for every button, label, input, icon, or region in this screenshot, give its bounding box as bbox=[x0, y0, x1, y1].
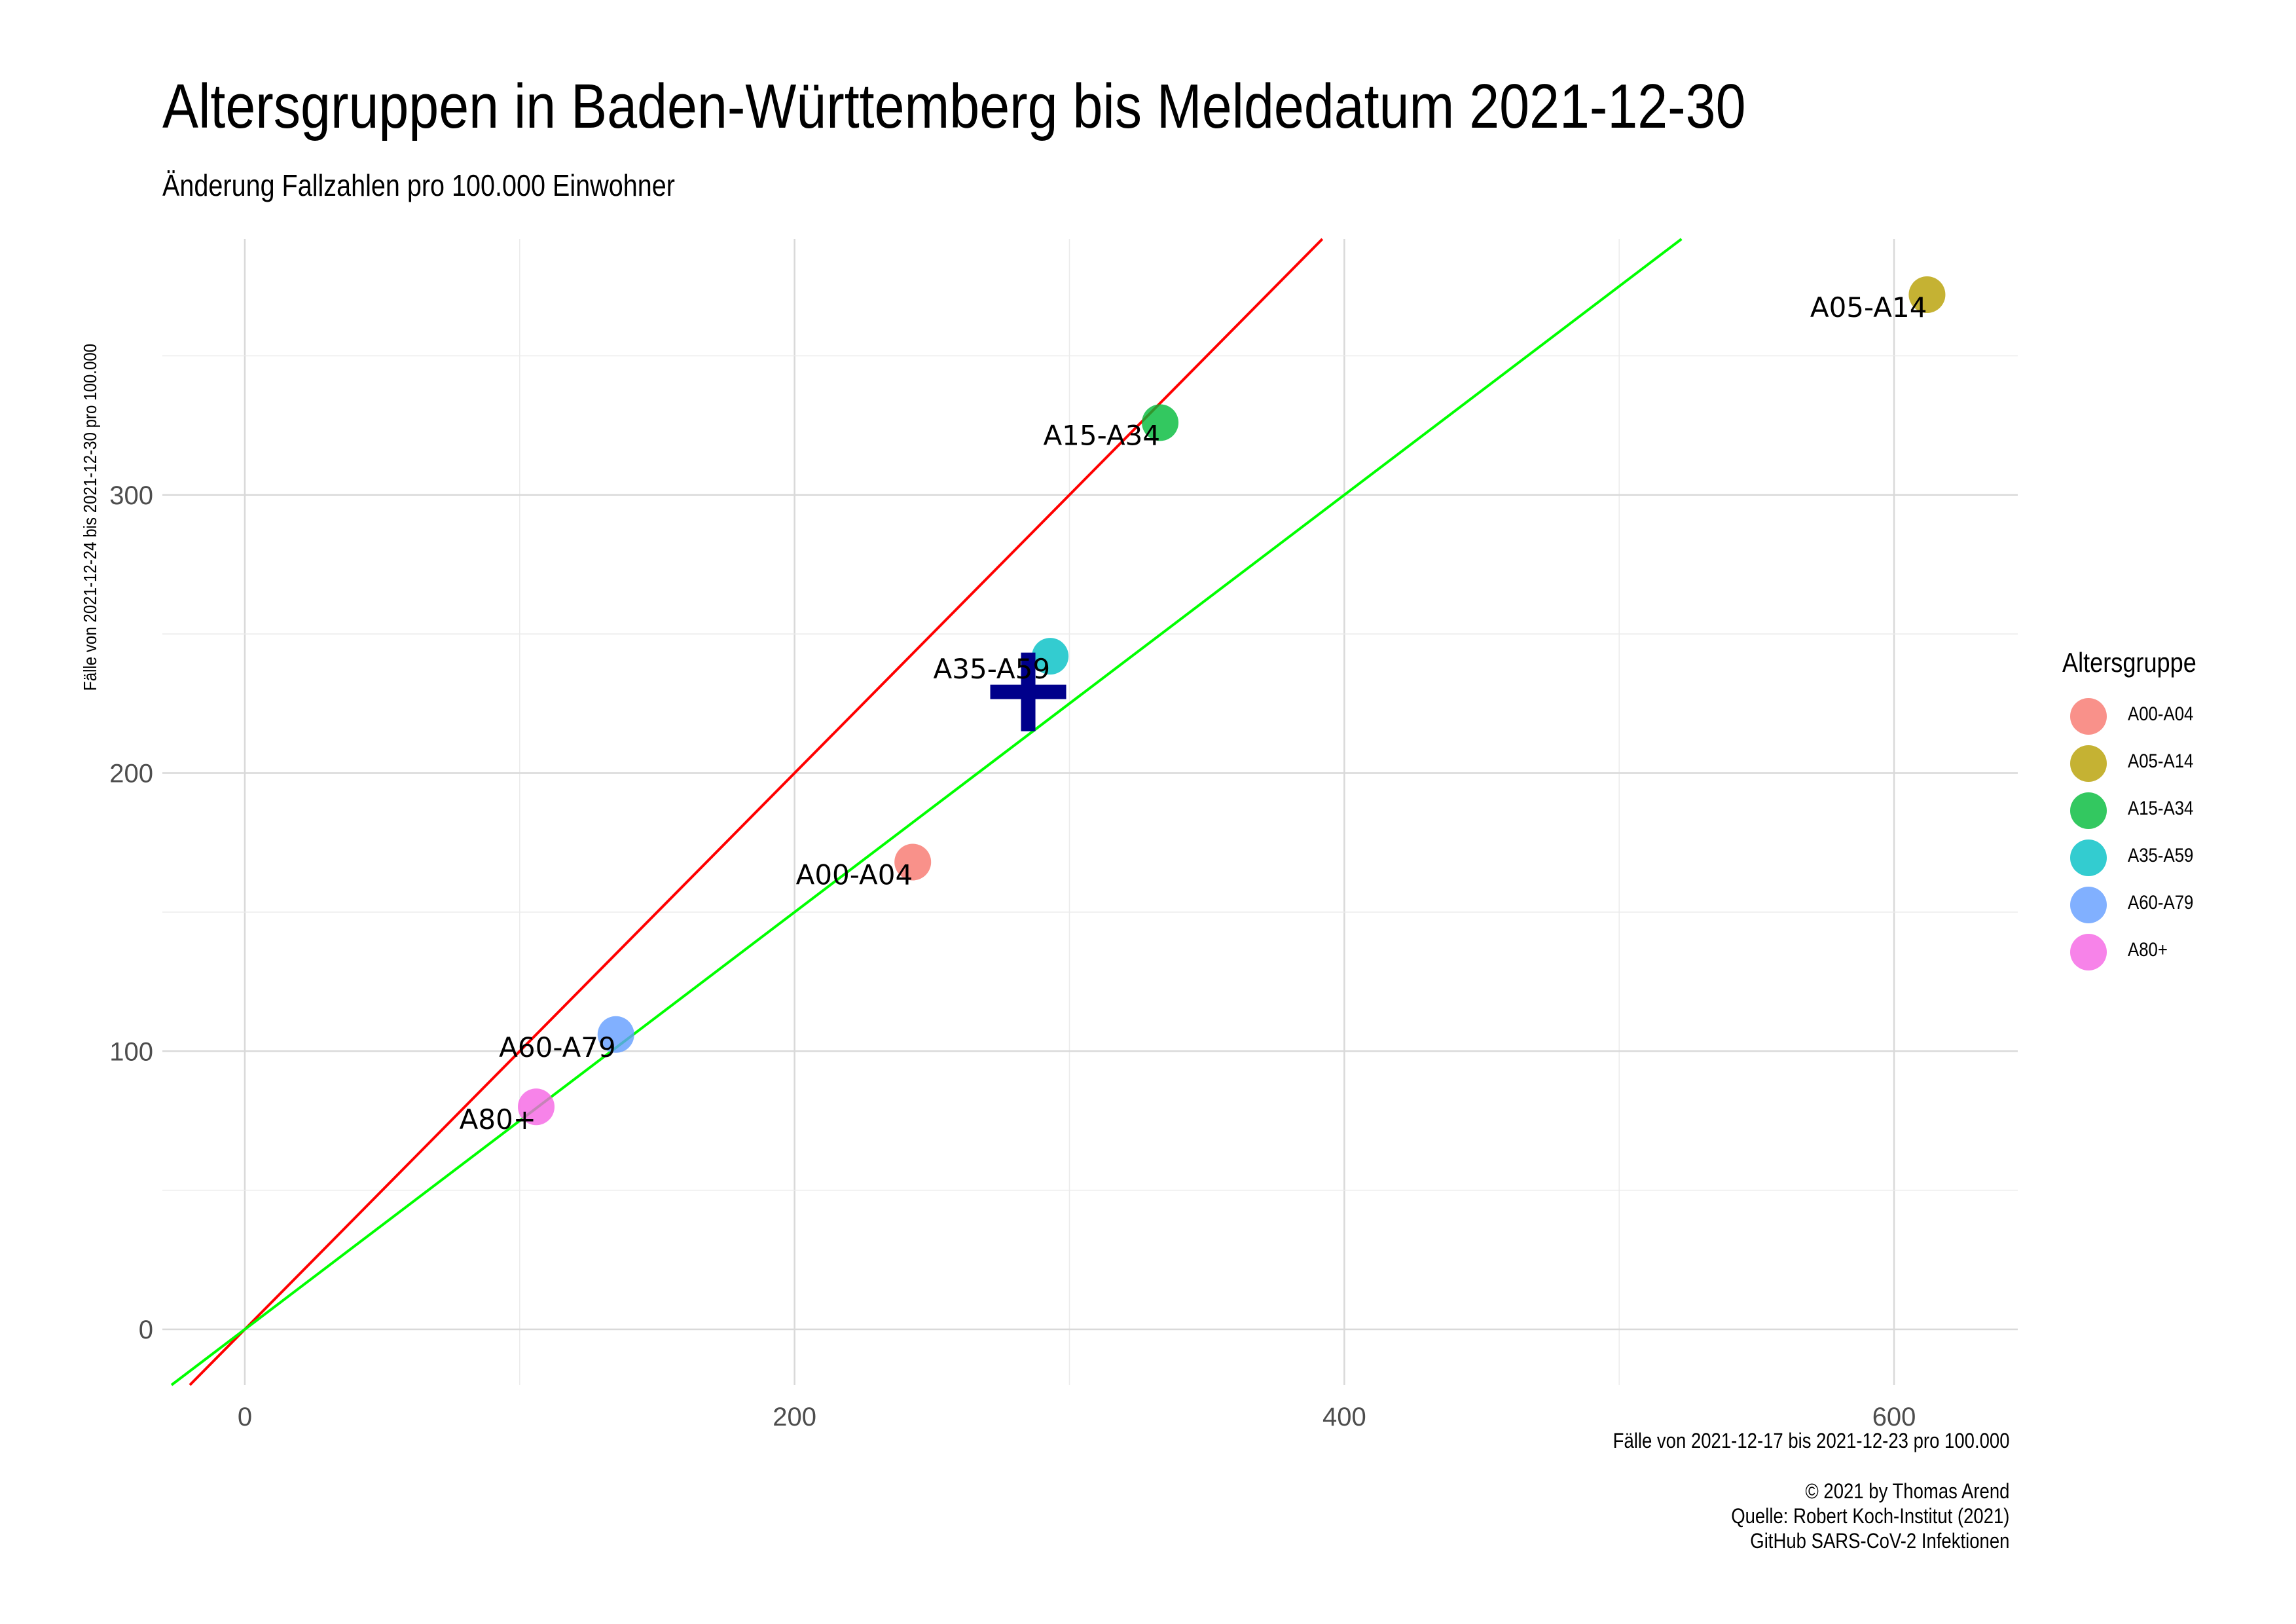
y-tick-label: 200 bbox=[109, 760, 153, 788]
legend-label: A05-A14 bbox=[2128, 750, 2194, 772]
data-point bbox=[1032, 638, 1069, 675]
legend-item: A80+ bbox=[2062, 930, 2272, 970]
legend-swatch bbox=[2070, 792, 2107, 829]
data-point-label: A00-A04 bbox=[796, 858, 913, 891]
reference-line bbox=[189, 238, 1324, 1386]
legend-label: A35-A59 bbox=[2128, 845, 2194, 866]
data-point-label: A05-A14 bbox=[1810, 291, 1927, 323]
grid-lines bbox=[162, 239, 2018, 1385]
legend-item: A35-A59 bbox=[2062, 836, 2272, 876]
caption-line: © 2021 by Thomas Arend bbox=[1805, 1479, 2009, 1503]
y-tick-label: 300 bbox=[109, 481, 153, 510]
legend-label: A15-A34 bbox=[2128, 798, 2194, 819]
legend-swatch bbox=[2070, 887, 2107, 923]
legend-title: Altersgruppe bbox=[2062, 647, 2196, 678]
data-points bbox=[517, 276, 1946, 1126]
y-tick-label: 0 bbox=[139, 1316, 153, 1344]
x-tick-label: 400 bbox=[1322, 1403, 1366, 1431]
data-point bbox=[597, 1016, 634, 1053]
legend-item: A15-A34 bbox=[2062, 788, 2272, 829]
data-point-label: A80+ bbox=[460, 1103, 536, 1135]
legend-label: A80+ bbox=[2128, 939, 2168, 961]
legend-swatch bbox=[2070, 934, 2107, 970]
data-point-label: A15-A34 bbox=[1043, 419, 1160, 451]
legend-swatch bbox=[2070, 840, 2107, 876]
point-labels: A00-A04 A05-A14 A15-A34 A35-A59 A60-A79 A80+ bbox=[460, 291, 1927, 1135]
chart-title: Altersgruppen in Baden-Württemberg bis M… bbox=[162, 71, 1746, 141]
x-tick-label: 0 bbox=[238, 1403, 252, 1431]
chart-subtitle: Änderung Fallzahlen pro 100.000 Einwohne… bbox=[162, 168, 675, 202]
caption-line: Quelle: Robert Koch-Institut (2021) bbox=[1730, 1504, 2009, 1528]
legend-item: A60-A79 bbox=[2062, 883, 2272, 923]
caption: © 2021 by Thomas Arend Quelle: Robert Ko… bbox=[1731, 1479, 2009, 1553]
reference-line bbox=[170, 238, 1683, 1386]
y-tick-label: 100 bbox=[109, 1037, 153, 1066]
x-axis-label: Fälle von 2021-12-17 bis 2021-12-23 pro … bbox=[1613, 1429, 2009, 1452]
data-point bbox=[1142, 404, 1179, 441]
x-tick-label: 600 bbox=[1872, 1403, 1916, 1431]
legend-label: A00-A04 bbox=[2128, 703, 2194, 725]
overall-marker bbox=[990, 652, 1066, 731]
legend-label: A60-A79 bbox=[2128, 892, 2194, 913]
x-tick-label: 200 bbox=[773, 1403, 816, 1431]
legend-item: A00-A04 bbox=[2062, 694, 2272, 735]
legend-swatch bbox=[2070, 745, 2107, 782]
data-point bbox=[1908, 276, 1946, 313]
data-point-label: A60-A79 bbox=[499, 1031, 616, 1063]
data-point bbox=[517, 1088, 555, 1126]
axis-ticks: 0 200 400 600 0 100 200 300 bbox=[109, 481, 1916, 1431]
caption-line: GitHub SARS-CoV-2 Infektionen bbox=[1749, 1529, 2009, 1553]
data-point-label: A35-A59 bbox=[934, 653, 1051, 685]
data-point bbox=[894, 843, 932, 881]
legend-item: A05-A14 bbox=[2062, 741, 2272, 782]
legend-swatch bbox=[2070, 698, 2107, 735]
y-axis-label: Fälle von 2021-12-24 bis 2021-12-30 pro … bbox=[80, 343, 100, 691]
reference-lines bbox=[170, 238, 1683, 1386]
